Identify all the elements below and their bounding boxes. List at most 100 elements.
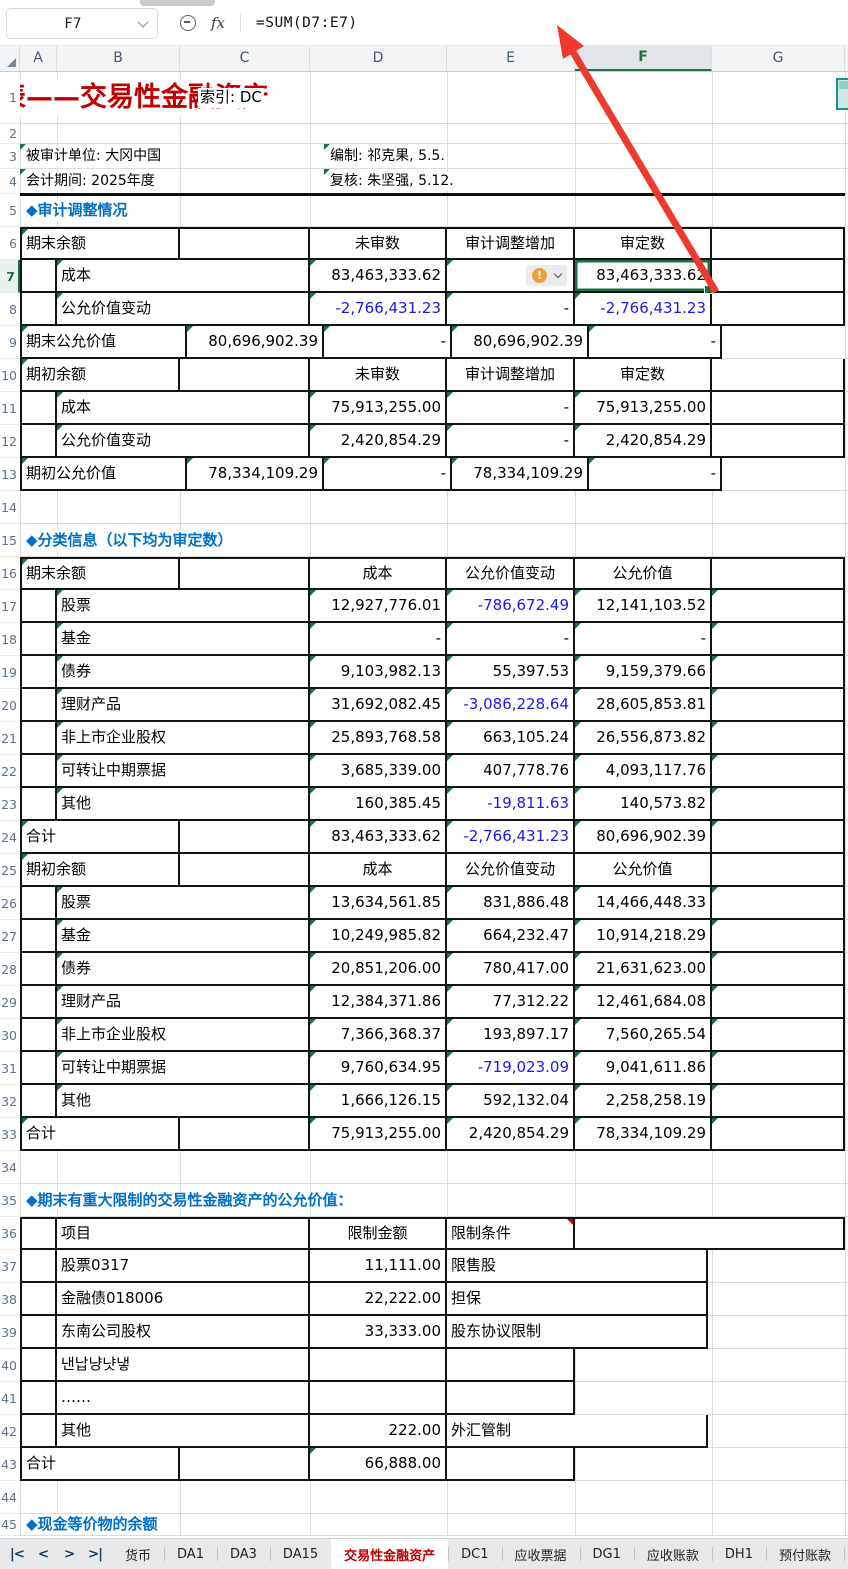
cell-G9[interactable]: - [589, 326, 722, 359]
cell-A33[interactable]: 合计 [20, 1118, 180, 1151]
cell-F25[interactable]: 公允价值 [575, 854, 712, 887]
row-header-26[interactable]: 26 [0, 887, 20, 920]
cell-B40[interactable]: 낸납냥냣냏 [57, 1349, 310, 1382]
cell-A38[interactable] [20, 1283, 57, 1316]
cell-A8[interactable] [20, 293, 57, 326]
cell-E20[interactable]: -3,086,228.64 [447, 689, 575, 722]
row-header-24[interactable]: 24 [0, 821, 20, 854]
cell-G1[interactable]: 索引: DC [194, 72, 327, 124]
row-header-20[interactable]: 20 [0, 689, 20, 722]
cell-F31[interactable]: 9,041,611.86 [575, 1052, 712, 1085]
row-header-7[interactable]: 7 [0, 260, 20, 293]
cell-F43[interactable] [575, 1448, 845, 1481]
cell-D41[interactable] [310, 1382, 447, 1415]
row-header-30[interactable]: 30 [0, 1019, 20, 1052]
cell-F33[interactable]: 78,334,109.29 [575, 1118, 712, 1151]
cell-G19[interactable] [712, 656, 845, 689]
tab-nav-prev-icon[interactable]: < [37, 1546, 49, 1562]
cell-E7[interactable]: ! [447, 260, 575, 293]
cell-D10[interactable]: 未审数 [310, 359, 447, 392]
cell-D17[interactable]: 12,927,776.01 [310, 590, 447, 623]
cell-B36[interactable]: 项目 [57, 1217, 310, 1250]
cell-G27[interactable] [712, 920, 845, 953]
cell-E38[interactable]: 担保 [447, 1283, 708, 1316]
cell-C16[interactable] [180, 557, 310, 590]
cell-E39[interactable]: 股东协议限制 [447, 1316, 708, 1349]
cell-A25[interactable]: 期初余额 [20, 854, 180, 887]
cell-C25[interactable] [180, 854, 310, 887]
cell-E23[interactable]: -19,811.63 [447, 788, 575, 821]
cell-A18[interactable] [20, 623, 57, 656]
cell-G7[interactable] [712, 260, 845, 293]
sheet-tab-交易性金融资产[interactable]: 交易性金融资产 [331, 1539, 449, 1569]
row-header-21[interactable]: 21 [0, 722, 20, 755]
cell-A9[interactable]: 期末公允价值 [20, 326, 187, 359]
cell-A36[interactable] [20, 1217, 57, 1250]
cell-G20[interactable] [712, 689, 845, 722]
cell-D24[interactable]: 83,463,333.62 [310, 821, 447, 854]
cell-E41[interactable] [447, 1382, 575, 1415]
cell-A13[interactable]: 期初公允价值 [20, 458, 187, 491]
sheet-tab-DC1[interactable]: DC1 [448, 1539, 501, 1569]
cell-D43[interactable]: 66,888.00 [310, 1448, 447, 1481]
cell-D25[interactable]: 成本 [310, 854, 447, 887]
cell-B38[interactable]: 金融债018006 [57, 1283, 310, 1316]
cell-C6[interactable] [180, 227, 310, 260]
sheet-tab-应收账款[interactable]: 应收账款 [633, 1539, 712, 1569]
cell-A6[interactable]: 期末余额 [20, 227, 180, 260]
cell-A41[interactable] [20, 1382, 57, 1415]
cell-E8[interactable]: - [447, 293, 575, 326]
cell-B37[interactable]: 股票0317 [57, 1250, 310, 1283]
row-header-35[interactable]: 35 [0, 1184, 20, 1217]
cell-A23[interactable] [20, 788, 57, 821]
cell-G10[interactable] [712, 359, 845, 392]
cell-B12[interactable]: 公允价值变动 [57, 425, 310, 458]
cell-B23[interactable]: 其他 [57, 788, 310, 821]
cell-C24[interactable] [180, 821, 310, 854]
cell-A37[interactable] [20, 1250, 57, 1283]
row-header-17[interactable]: 17 [0, 590, 20, 623]
cell-D18[interactable]: - [310, 623, 447, 656]
cell-G32[interactable] [712, 1085, 845, 1118]
cell-F36[interactable] [575, 1217, 845, 1250]
cell-E33[interactable]: 2,420,854.29 [447, 1118, 575, 1151]
cell-A39[interactable] [20, 1316, 57, 1349]
error-warning-badge[interactable]: ! [526, 265, 567, 286]
cell-E32[interactable]: 592,132.04 [447, 1085, 575, 1118]
cell-D26[interactable]: 13,634,561.85 [310, 887, 447, 920]
row-header-37[interactable]: 37 [0, 1250, 20, 1283]
cell-B8[interactable]: 公允价值变动 [57, 293, 310, 326]
cell-B18[interactable]: 基金 [57, 623, 310, 656]
cell-A35[interactable]: ◆期末有重大限制的交易性金融资产的公允价值： [20, 1184, 355, 1217]
cell-D42[interactable]: 222.00 [310, 1415, 447, 1448]
cell-A32[interactable] [20, 1085, 57, 1118]
cell-F12[interactable]: 2,420,854.29 [575, 425, 712, 458]
cell-A11[interactable] [20, 392, 57, 425]
cell-B19[interactable]: 债券 [57, 656, 310, 689]
cell-E31[interactable]: -719,023.09 [447, 1052, 575, 1085]
cell-E4[interactable]: 复核: 朱坚强, 5.12. [324, 169, 585, 194]
cell-D40[interactable] [310, 1349, 447, 1382]
cell-D7[interactable]: 83,463,333.62 [310, 260, 447, 293]
cell-G33[interactable] [712, 1118, 845, 1151]
column-header-E[interactable]: E [447, 45, 575, 71]
cell-F6[interactable]: 审定数 [575, 227, 712, 260]
cell-D11[interactable]: 75,913,255.00 [310, 392, 447, 425]
cell-E28[interactable]: 780,417.00 [447, 953, 575, 986]
cell-D30[interactable]: 7,366,368.37 [310, 1019, 447, 1052]
cell-E18[interactable]: - [447, 623, 575, 656]
cell-E22[interactable]: 407,778.76 [447, 755, 575, 788]
cell-F10[interactable]: 审定数 [575, 359, 712, 392]
cell-D31[interactable]: 9,760,634.95 [310, 1052, 447, 1085]
cell-D38[interactable]: 22,222.00 [310, 1283, 447, 1316]
cell-G6[interactable] [712, 227, 845, 260]
cell-D4[interactable] [187, 169, 324, 194]
sheet-tab-DA3[interactable]: DA3 [216, 1539, 270, 1569]
row-header-22[interactable]: 22 [0, 755, 20, 788]
cell-C10[interactable] [180, 359, 310, 392]
cell-B17[interactable]: 股票 [57, 590, 310, 623]
cell-A45[interactable]: ◆现金等价物的余额 [20, 1514, 194, 1536]
row-header-18[interactable]: 18 [0, 623, 20, 656]
cell-A10[interactable]: 期初余额 [20, 359, 180, 392]
cell-F30[interactable]: 7,560,265.54 [575, 1019, 712, 1052]
